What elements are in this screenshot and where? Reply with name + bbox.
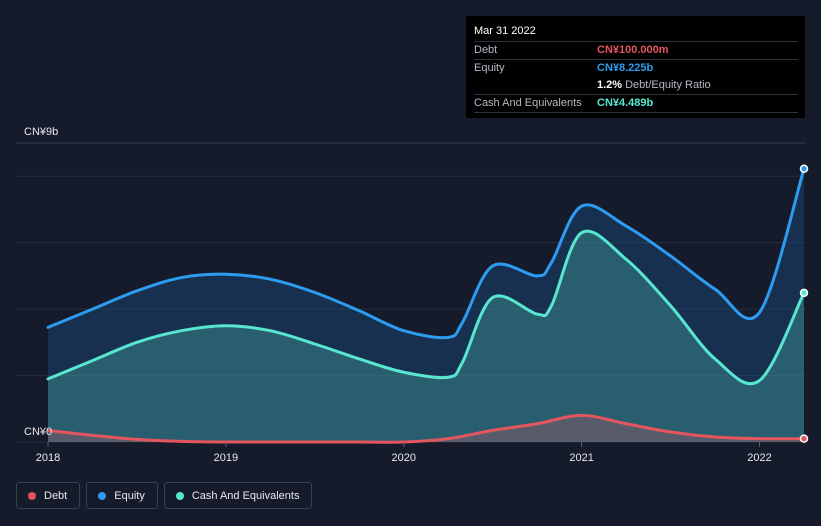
tooltip-date: Mar 31 2022 — [474, 25, 536, 37]
tooltip-label: Cash And Equivalents — [474, 97, 582, 109]
legend-item-debt[interactable]: Debt — [16, 482, 81, 509]
tooltip-value-cash: CN¥4.489b — [597, 97, 654, 109]
x-tick-label: 2018 — [36, 452, 60, 464]
legend: Debt Equity Cash And Equivalents — [16, 482, 313, 509]
x-tick-label: 2022 — [747, 452, 771, 464]
legend-dot-icon — [28, 491, 36, 500]
equity-endpoint — [799, 164, 809, 173]
debt-line — [46, 413, 806, 444]
tooltip-label — [474, 77, 597, 94]
legend-label: Cash And Equivalents — [191, 489, 300, 502]
x-axis: 2018 2019 2020 2021 2022 — [36, 442, 772, 464]
legend-label: Debt — [44, 489, 68, 502]
cash-and-equivalents-line — [46, 229, 806, 386]
series-lines — [46, 167, 806, 444]
x-tick-label: 2020 — [392, 452, 416, 464]
tooltip-row-debt: Debt CN¥100.000m — [474, 41, 798, 59]
legend-dot-icon — [175, 491, 184, 500]
x-tick-label: 2019 — [214, 452, 238, 464]
tooltip: Mar 31 2022 Debt CN¥100.000m Equity CN¥8… — [466, 16, 805, 118]
series-endpoints — [799, 164, 809, 443]
legend-item-equity[interactable]: Equity — [86, 482, 158, 509]
debt-endpoint — [799, 434, 809, 443]
tooltip-row-cash: Cash And Equivalents CN¥4.489b — [474, 94, 798, 113]
legend-label: Equity — [114, 489, 145, 502]
tooltip-row-equity: Equity CN¥8.225b — [474, 59, 798, 77]
tooltip-value-equity: CN¥8.225b — [597, 62, 654, 74]
tooltip-label: Debt — [474, 44, 498, 56]
cash-and-equivalents-area — [48, 231, 804, 442]
gridlines — [16, 142, 805, 443]
tooltip-ratio-label: Debt/Equity Ratio — [625, 79, 711, 91]
legend-item-cash[interactable]: Cash And Equivalents — [163, 482, 313, 509]
series-areas — [48, 168, 804, 443]
tooltip-value-debt: CN¥100.000m — [597, 44, 669, 56]
y-tick-label-top: CN¥9b — [24, 126, 58, 138]
y-tick-label-bottom: CN¥0 — [24, 426, 52, 438]
equity-line — [46, 167, 806, 340]
cash-and-equivalents-endpoint — [799, 288, 809, 298]
tooltip-row-ratio: 1.2% Debt/Equity Ratio — [474, 77, 798, 94]
x-tick-label: 2021 — [569, 452, 593, 464]
legend-dot-icon — [98, 491, 107, 500]
equity-area — [48, 168, 804, 442]
tooltip-label: Equity — [474, 62, 505, 74]
tooltip-value-ratio: 1.2% — [597, 79, 623, 91]
